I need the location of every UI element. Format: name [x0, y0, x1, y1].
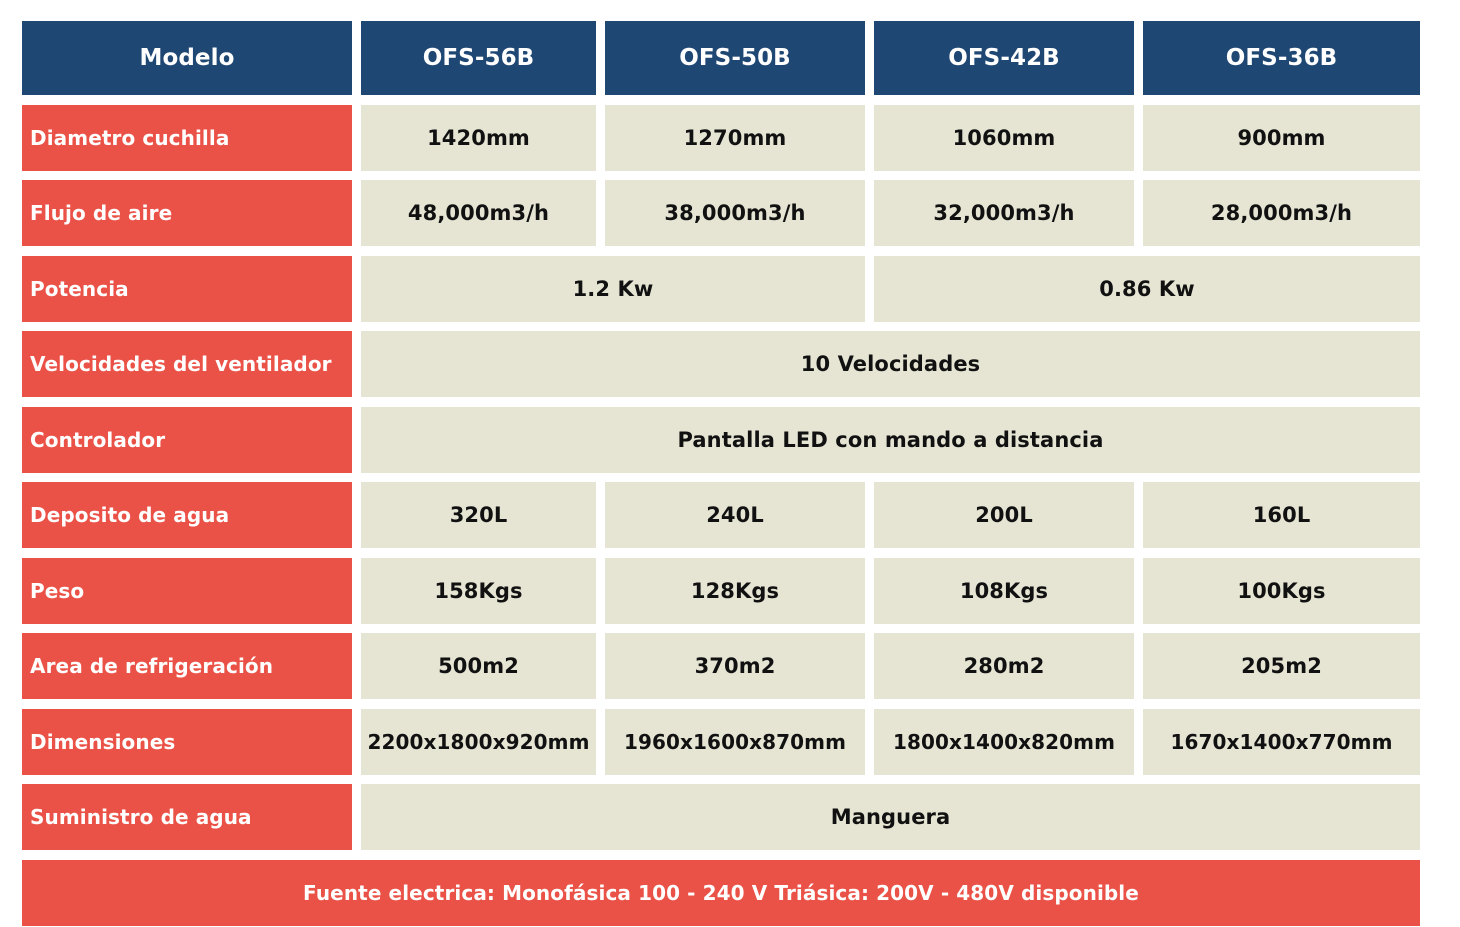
table-cell: 28,000m3/h — [1143, 180, 1420, 246]
table-cell: 1800x1400x820mm — [874, 708, 1134, 775]
row-label-deposito: Deposito de agua — [22, 482, 352, 548]
row-label-velocidades: Velocidades del ventilador — [22, 331, 352, 397]
row-label-area: Area de refrigeración — [22, 633, 352, 699]
header-model-ofs-56b: OFS-56B — [361, 21, 596, 95]
table-cell: 320L — [361, 482, 596, 548]
table-cell: 128Kgs — [605, 557, 865, 624]
table-cell-merged: 10 Velocidades — [361, 331, 1420, 397]
footer-power-supply: Fuente electrica: Monofásica 100 - 240 V… — [22, 859, 1420, 926]
table-cell: 2200x1800x920mm — [361, 708, 596, 775]
table-cell: 1420mm — [361, 104, 596, 171]
table-cell: 158Kgs — [361, 557, 596, 624]
table-cell: 100Kgs — [1143, 557, 1420, 624]
header-model-ofs-36b: OFS-36B — [1143, 21, 1420, 95]
table-cell-merged: Manguera — [361, 784, 1420, 850]
table-cell: 1060mm — [874, 104, 1134, 171]
header-model-label: Modelo — [22, 21, 352, 95]
row-label-peso: Peso — [22, 557, 352, 624]
spec-table: Modelo OFS-56B OFS-50B OFS-42B OFS-36B D… — [22, 21, 1420, 926]
header-model-ofs-42b: OFS-42B — [874, 21, 1134, 95]
table-cell: 280m2 — [874, 633, 1134, 699]
row-label-dimensiones: Dimensiones — [22, 708, 352, 775]
row-label-flujo: Flujo de aire — [22, 180, 352, 246]
table-cell: 160L — [1143, 482, 1420, 548]
table-cell: 1670x1400x770mm — [1143, 708, 1420, 775]
table-cell: 48,000m3/h — [361, 180, 596, 246]
table-cell: 108Kgs — [874, 557, 1134, 624]
table-cell: 200L — [874, 482, 1134, 548]
table-cell: 370m2 — [605, 633, 865, 699]
table-cell: 32,000m3/h — [874, 180, 1134, 246]
table-cell-merged: 1.2 Kw — [361, 255, 865, 322]
table-cell: 240L — [605, 482, 865, 548]
table-cell: 500m2 — [361, 633, 596, 699]
header-model-ofs-50b: OFS-50B — [605, 21, 865, 95]
table-cell: 205m2 — [1143, 633, 1420, 699]
table-cell: 38,000m3/h — [605, 180, 865, 246]
row-label-controlador: Controlador — [22, 406, 352, 473]
row-label-diametro: Diametro cuchilla — [22, 104, 352, 171]
table-cell-merged: Pantalla LED con mando a distancia — [361, 406, 1420, 473]
row-label-suministro: Suministro de agua — [22, 784, 352, 850]
table-cell: 1270mm — [605, 104, 865, 171]
table-cell: 1960x1600x870mm — [605, 708, 865, 775]
row-label-potencia: Potencia — [22, 255, 352, 322]
table-cell: 900mm — [1143, 104, 1420, 171]
table-cell-merged: 0.86 Kw — [874, 255, 1420, 322]
